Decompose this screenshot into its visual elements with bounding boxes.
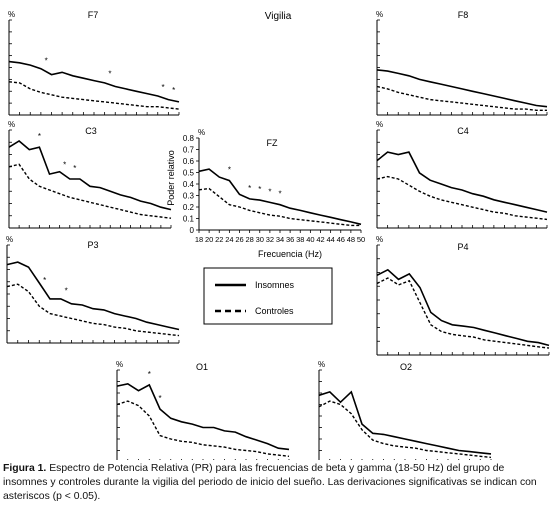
significance-asterisk: * (38, 132, 41, 141)
x-tick-label: 28 (245, 235, 253, 244)
caption-label: Figura 1. (3, 463, 47, 474)
panel-c3: % C3 * * * (8, 120, 172, 229)
panel-c4: % C4 (376, 120, 548, 229)
y-tick-label: 0.2 (183, 203, 195, 212)
series-insomnes-line (376, 268, 550, 347)
y-tick-label: 0 (190, 226, 195, 235)
panel-o1: % O1 * * (116, 360, 290, 460)
x-axis-label: Frecuencia (Hz) (258, 249, 322, 259)
ylabel-percent: % (8, 10, 15, 19)
significance-asterisk: * (108, 70, 111, 79)
series-insomnes-line (6, 261, 180, 331)
ylabel-percent: % (376, 120, 383, 129)
significance-asterisk: * (278, 190, 281, 199)
condition-label: Vigilia (265, 11, 292, 22)
legend-insomnes-label: Insomnes (255, 280, 295, 290)
significance-asterisk: * (228, 166, 231, 175)
significance-asterisk: * (158, 394, 161, 403)
significance-asterisk: * (65, 286, 68, 295)
caption-text: Espectro de Potencia Relativa (PR) para … (3, 463, 537, 502)
series-controles-line (318, 400, 492, 459)
series-insomnes-line (8, 140, 172, 211)
panel-title: C4 (457, 126, 469, 136)
series-controles-line (376, 277, 550, 349)
series-controles-line (8, 81, 180, 110)
x-tick-label: 26 (235, 235, 243, 244)
significance-asterisk: * (258, 185, 261, 194)
x-tick-label: 36 (286, 235, 294, 244)
x-tick-label: 32 (266, 235, 274, 244)
y-axis-label: Poder relativo (166, 150, 176, 206)
series-controles-line (6, 283, 180, 337)
x-tick-label: 20 (205, 235, 213, 244)
x-tick-label: 50 (357, 235, 365, 244)
ylabel-percent: % (376, 10, 383, 19)
panel-title: FZ (267, 138, 278, 148)
significance-asterisk: * (73, 164, 76, 173)
x-tick-label: 22 (215, 235, 223, 244)
panel-f7: % F7 * * * * (8, 10, 180, 116)
series-insomnes-line (318, 390, 492, 455)
figure-caption: Figura 1. Espectro de Potencia Relativa … (3, 462, 551, 504)
series-controles-line (116, 400, 290, 457)
series-controles-line (198, 187, 361, 227)
y-tick-label: 0.7 (183, 146, 195, 155)
x-tick-label: 42 (316, 235, 324, 244)
series-insomnes-line (376, 69, 548, 108)
series-insomnes-line (198, 168, 362, 226)
panel-title: O1 (196, 362, 208, 372)
panel-title: O2 (400, 362, 412, 372)
x-tick-label: 44 (326, 235, 334, 244)
panel-p4: % P4 (376, 235, 550, 356)
y-tick-label: 0.8 (183, 134, 195, 143)
panel-title: F8 (458, 10, 469, 20)
ylabel-percent: % (376, 235, 383, 244)
legend-controles-label: Controles (255, 306, 294, 316)
y-tick-label: 0.3 (183, 192, 195, 201)
series-insomnes-line (8, 60, 180, 103)
significance-asterisk: * (162, 83, 165, 92)
significance-asterisk: * (45, 57, 48, 66)
ylabel-percent: % (6, 235, 13, 244)
series-controles-line (376, 85, 547, 112)
x-tick-label: 46 (337, 235, 345, 244)
x-tick-label: 48 (347, 235, 355, 244)
series-controles-line (8, 163, 172, 219)
panel-o2: % O2 (318, 360, 492, 460)
significance-asterisk: * (148, 370, 151, 379)
legend-box: Insomnes Controles (203, 267, 333, 325)
x-tick-label: 38 (296, 235, 304, 244)
panel-p3: % P3 * * (6, 235, 180, 344)
x-tick-label: 30 (256, 235, 264, 244)
y-tick-label: 0.1 (183, 215, 195, 224)
panel-title: P3 (87, 240, 98, 250)
x-tick-label: 40 (306, 235, 314, 244)
eeg-spectrum-figure: Vigilia Insomnes Controles % F7 * * * *% F8% C3… (6, 10, 550, 460)
panel-f8: % F8 (376, 10, 548, 116)
ylabel-percent: % (198, 128, 205, 137)
significance-asterisk: * (43, 276, 46, 285)
y-tick-label: 0.6 (183, 157, 195, 166)
series-insomnes-line (116, 382, 290, 451)
significance-asterisk: * (248, 184, 251, 193)
panel-title: C3 (85, 126, 97, 136)
panel-fz: % FZ 0 0.1 0.2 0.3 0.4 0.5 0.6 0.7 0.8 18 20 22 24 26 28… (166, 128, 365, 259)
y-tick-label: 0.4 (183, 180, 195, 189)
ylabel-percent: % (8, 120, 15, 129)
ylabel-percent: % (318, 360, 325, 369)
significance-asterisk: * (63, 160, 66, 169)
panel-title: P4 (457, 242, 468, 252)
significance-asterisk: * (172, 86, 175, 95)
x-tick-label: 24 (225, 235, 233, 244)
ylabel-percent: % (116, 360, 123, 369)
series-insomnes-line (376, 151, 548, 213)
x-tick-label: 18 (195, 235, 203, 244)
x-tick-label: 34 (276, 235, 284, 244)
panel-title: F7 (88, 10, 99, 20)
y-tick-label: 0.5 (183, 169, 195, 178)
series-controles-line (376, 175, 548, 221)
significance-asterisk: * (268, 187, 271, 196)
